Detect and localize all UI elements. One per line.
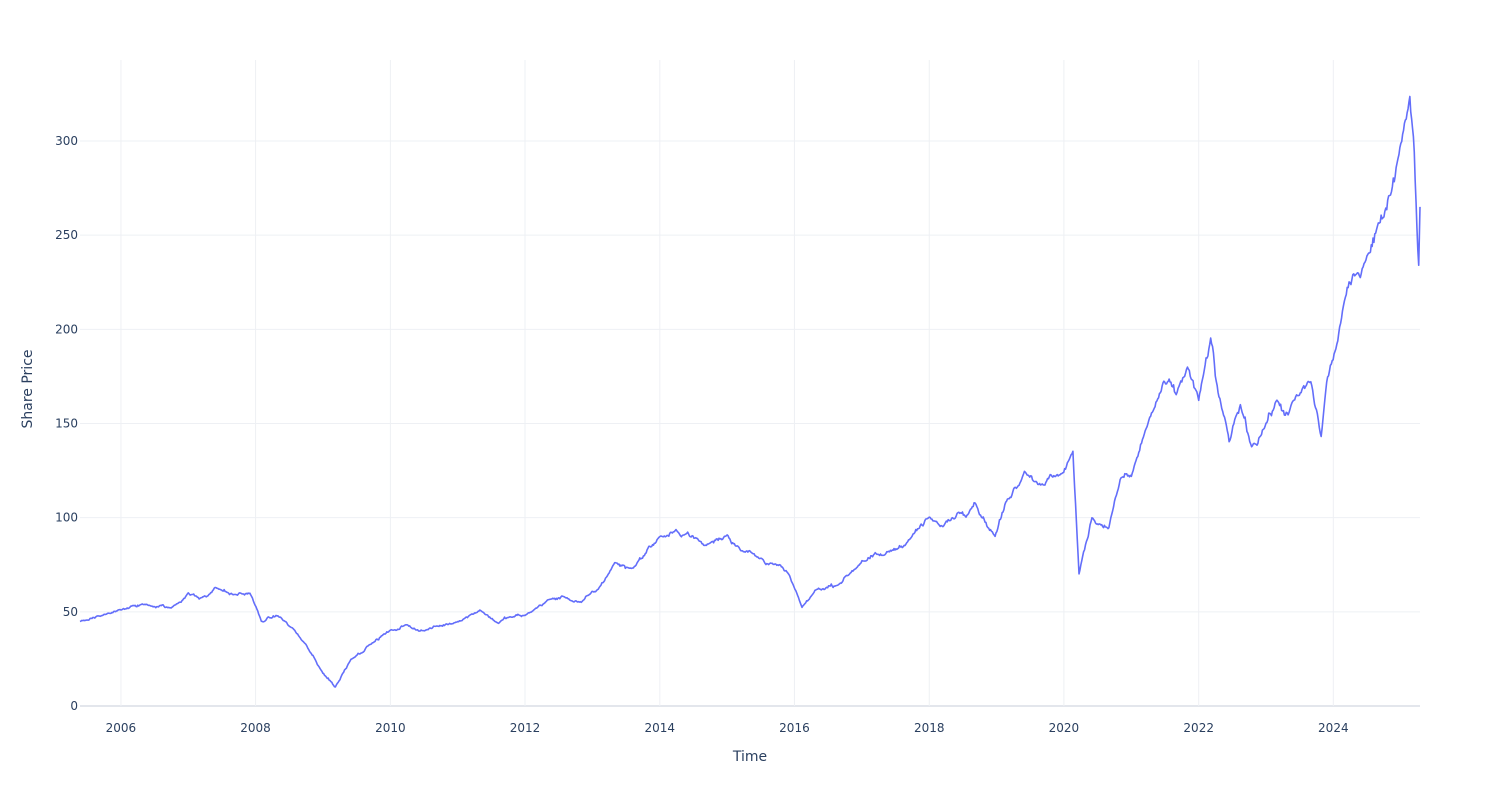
y-tick-label: 200 bbox=[55, 322, 78, 336]
y-tick-label: 300 bbox=[55, 134, 78, 148]
x-tick-label: 2022 bbox=[1183, 721, 1214, 735]
x-tick-label: 2012 bbox=[510, 721, 541, 735]
y-tick-label: 100 bbox=[55, 511, 78, 525]
y-tick-label: 150 bbox=[55, 416, 78, 430]
y-tick-label: 250 bbox=[55, 228, 78, 242]
x-tick-label: 2024 bbox=[1318, 721, 1349, 735]
tick-label-layer: 0 50 100 150 200 250 300 2006 2008 2010 2012 2014 20… bbox=[55, 134, 1349, 735]
x-tick-label: 2008 bbox=[240, 721, 271, 735]
y-axis-title: Share Price bbox=[20, 349, 36, 428]
y-tick-label: 50 bbox=[63, 605, 78, 619]
x-tick-label: 2016 bbox=[779, 721, 810, 735]
x-tick-label: 2018 bbox=[914, 721, 945, 735]
x-axis-title: Time bbox=[732, 749, 767, 765]
series-layer bbox=[79, 95, 1421, 688]
x-tick-label: 2020 bbox=[1049, 721, 1080, 735]
x-tick-label: 2010 bbox=[375, 721, 406, 735]
x-tick-label: 2006 bbox=[106, 721, 137, 735]
x-tick-label: 2014 bbox=[645, 721, 676, 735]
grid-layer bbox=[80, 60, 1420, 707]
plot-area bbox=[80, 60, 1420, 706]
share-price-series-line bbox=[79, 95, 1421, 688]
y-tick-label: 0 bbox=[70, 699, 78, 713]
